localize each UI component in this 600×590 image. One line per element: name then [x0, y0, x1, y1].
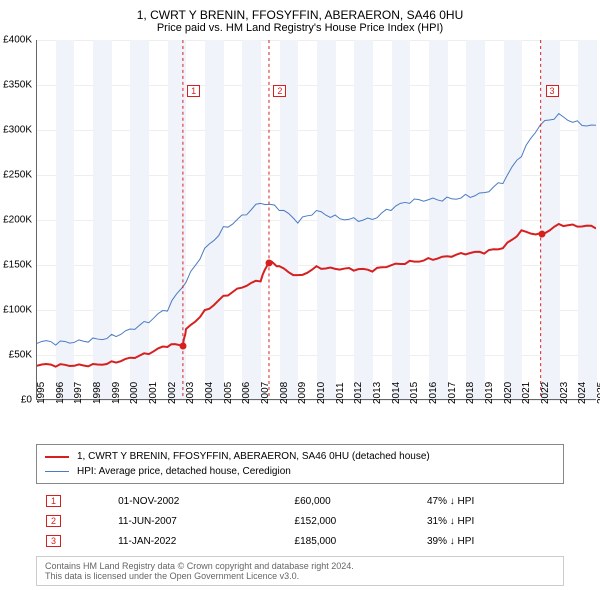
x-tick-label: 2008	[279, 382, 290, 404]
legend-swatch	[45, 471, 69, 472]
x-tick-label: 2002	[167, 382, 178, 404]
x-tick-label: 1997	[73, 382, 84, 404]
x-tick-label: 2020	[503, 382, 514, 404]
x-tick-label: 2005	[223, 382, 234, 404]
sale-point	[266, 260, 273, 267]
x-tick-label: 2013	[372, 382, 383, 404]
sale-point	[538, 230, 545, 237]
sale-date: 11-JAN-2022	[110, 532, 284, 550]
x-tick-label: 2000	[129, 382, 140, 404]
sales-table: 1 01-NOV-2002£60,00047% ↓ HPI 2 11-JUN-2007…	[36, 490, 564, 552]
sale-delta: 47% ↓ HPI	[419, 492, 562, 510]
footer-attribution: Contains HM Land Registry data © Crown c…	[36, 556, 564, 586]
x-tick-label: 2004	[204, 382, 215, 404]
y-tick-label: £250K	[3, 170, 32, 181]
x-tick-label: 1998	[92, 382, 103, 404]
plot-region: 1 2 3	[36, 40, 596, 400]
x-tick-label: 2019	[484, 382, 495, 404]
marker-number: 1	[187, 85, 200, 97]
footer-line1: Contains HM Land Registry data © Crown c…	[45, 561, 555, 571]
chart-subtitle: Price paid vs. HM Land Registry's House …	[0, 22, 600, 40]
table-marker: 1	[46, 495, 61, 507]
marker-number: 3	[546, 85, 559, 97]
table-row: 1 01-NOV-2002£60,00047% ↓ HPI	[38, 492, 562, 510]
footer-line2: This data is licensed under the Open Gov…	[45, 571, 555, 581]
x-tick-label: 2024	[577, 382, 588, 404]
x-tick-label: 2018	[465, 382, 476, 404]
x-tick-label: 2023	[559, 382, 570, 404]
x-tick-label: 1999	[111, 382, 122, 404]
chart-title: 1, CWRT Y BRENIN, FFOSYFFIN, ABERAERON, …	[0, 0, 600, 22]
table-marker: 3	[46, 535, 61, 547]
legend-label: 1, CWRT Y BRENIN, FFOSYFFIN, ABERAERON, …	[77, 451, 430, 462]
x-tick-label: 2025	[596, 382, 600, 404]
x-tick-label: 2014	[391, 382, 402, 404]
x-tick-label: 2015	[409, 382, 420, 404]
x-tick-label: 2009	[297, 382, 308, 404]
legend-item: HPI: Average price, detached house, Cere…	[45, 464, 555, 479]
chart-area: £0£50K£100K£150K£200K£250K£300K£350K£400…	[36, 40, 596, 400]
y-tick-label: £150K	[3, 260, 32, 271]
legend-swatch	[45, 456, 69, 458]
x-tick-label: 2010	[316, 382, 327, 404]
y-tick-label: £400K	[3, 35, 32, 46]
table-row: 2 11-JUN-2007£152,00031% ↓ HPI	[38, 512, 562, 530]
x-tick-label: 2021	[521, 382, 532, 404]
legend-item: 1, CWRT Y BRENIN, FFOSYFFIN, ABERAERON, …	[45, 449, 555, 464]
table-marker: 2	[46, 515, 61, 527]
chart-legend: 1, CWRT Y BRENIN, FFOSYFFIN, ABERAERON, …	[36, 444, 564, 484]
x-tick-label: 2012	[353, 382, 364, 404]
x-tick-label: 2003	[185, 382, 196, 404]
x-tick-label: 2011	[335, 382, 346, 404]
x-tick-label: 1996	[55, 382, 66, 404]
sale-price: £60,000	[287, 492, 417, 510]
marker-number: 2	[273, 85, 286, 97]
sale-date: 01-NOV-2002	[110, 492, 284, 510]
y-tick-label: £50K	[9, 350, 32, 361]
series-line	[37, 224, 596, 367]
series-line	[37, 114, 596, 346]
sale-price: £185,000	[287, 532, 417, 550]
sale-delta: 39% ↓ HPI	[419, 532, 562, 550]
x-tick-label: 2016	[428, 382, 439, 404]
y-axis-labels: £0£50K£100K£150K£200K£250K£300K£350K£400…	[0, 40, 34, 400]
chart-lines	[37, 40, 596, 399]
x-tick-label: 2022	[540, 382, 551, 404]
y-tick-label: £0	[21, 395, 32, 406]
sale-delta: 31% ↓ HPI	[419, 512, 562, 530]
x-tick-label: 2006	[241, 382, 252, 404]
y-tick-label: £300K	[3, 125, 32, 136]
table-row: 3 11-JAN-2022£185,00039% ↓ HPI	[38, 532, 562, 550]
legend-label: HPI: Average price, detached house, Cere…	[77, 466, 291, 477]
sale-date: 11-JUN-2007	[110, 512, 284, 530]
x-axis-labels: 1995 1996 1997 1998 1999 2000 2001 2002 2003 2004…	[36, 370, 596, 410]
y-tick-label: £100K	[3, 305, 32, 316]
y-tick-label: £350K	[3, 80, 32, 91]
x-tick-label: 1995	[36, 382, 47, 404]
y-tick-label: £200K	[3, 215, 32, 226]
x-tick-label: 2017	[447, 382, 458, 404]
x-tick-label: 2007	[260, 382, 271, 404]
sale-point	[180, 343, 187, 350]
x-tick-label: 2001	[148, 382, 159, 404]
sale-price: £152,000	[287, 512, 417, 530]
